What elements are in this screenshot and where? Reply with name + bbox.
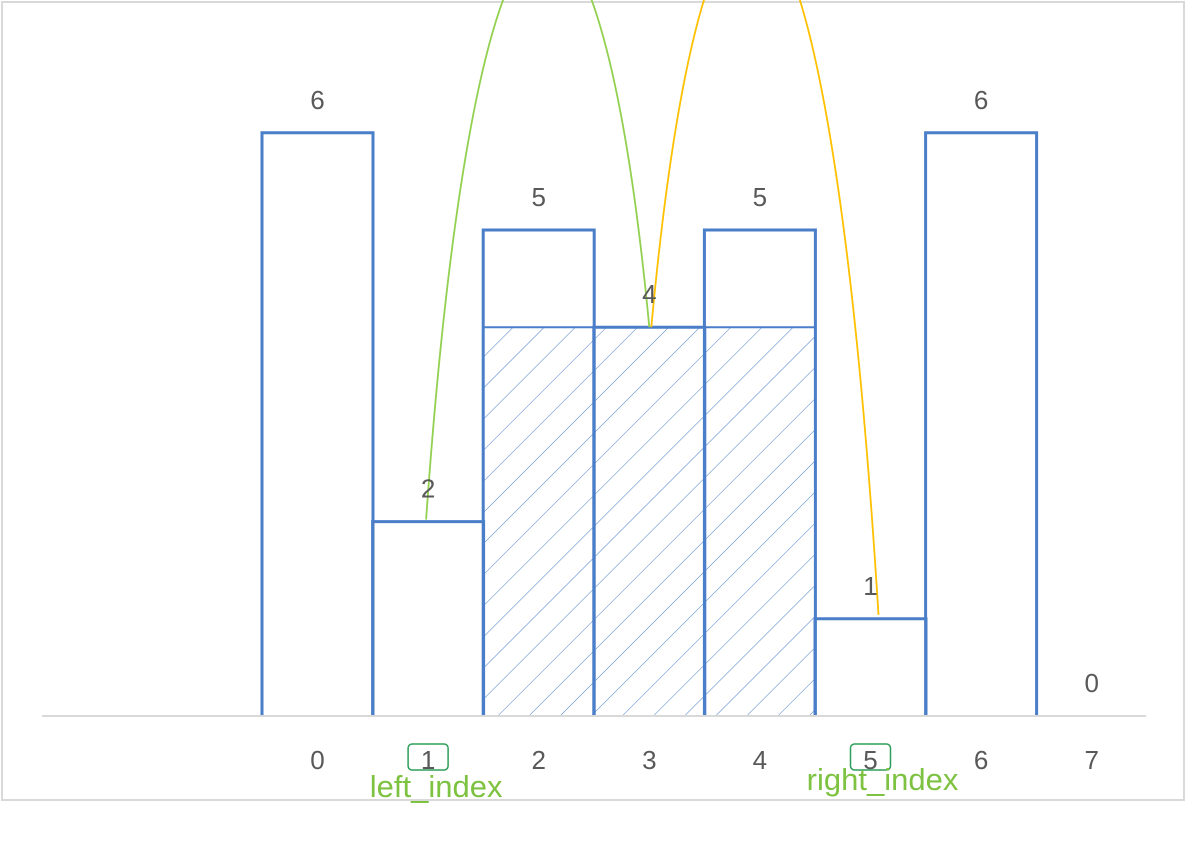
filled-area (483, 327, 816, 716)
bar-0 (260, 131, 375, 716)
bar-5 (813, 617, 928, 716)
bar-4 (702, 228, 817, 716)
bar-6 (924, 131, 1039, 716)
tick-label-3: 3 (642, 745, 656, 775)
value-label-6: 6 (974, 85, 988, 115)
arc-1-3 (425, 0, 651, 520)
bar-1 (371, 520, 486, 716)
tick-label-2: 2 (531, 745, 545, 775)
value-label-2: 5 (531, 182, 545, 212)
value-label-4: 5 (753, 182, 767, 212)
index-box-1 (407, 743, 449, 771)
value-label-7: 0 (1084, 668, 1098, 698)
value-label-3: 4 (642, 279, 656, 309)
value-label-1: 2 (421, 474, 435, 504)
tick-label-1: 1 (421, 745, 435, 775)
value-label-0: 6 (310, 85, 324, 115)
tick-label-4: 4 (753, 745, 767, 775)
tick-label-5: 5 (863, 745, 877, 775)
index-box-5 (849, 743, 892, 771)
tick-label-7: 7 (1084, 745, 1098, 775)
arc-3-5 (650, 0, 880, 615)
value-label-5: 1 (863, 571, 877, 601)
annotation-right-index: right_index (807, 762, 959, 797)
tick-label-6: 6 (974, 745, 988, 775)
tick-label-0: 0 (310, 745, 324, 775)
annotation-left-index: left_index (370, 769, 503, 804)
